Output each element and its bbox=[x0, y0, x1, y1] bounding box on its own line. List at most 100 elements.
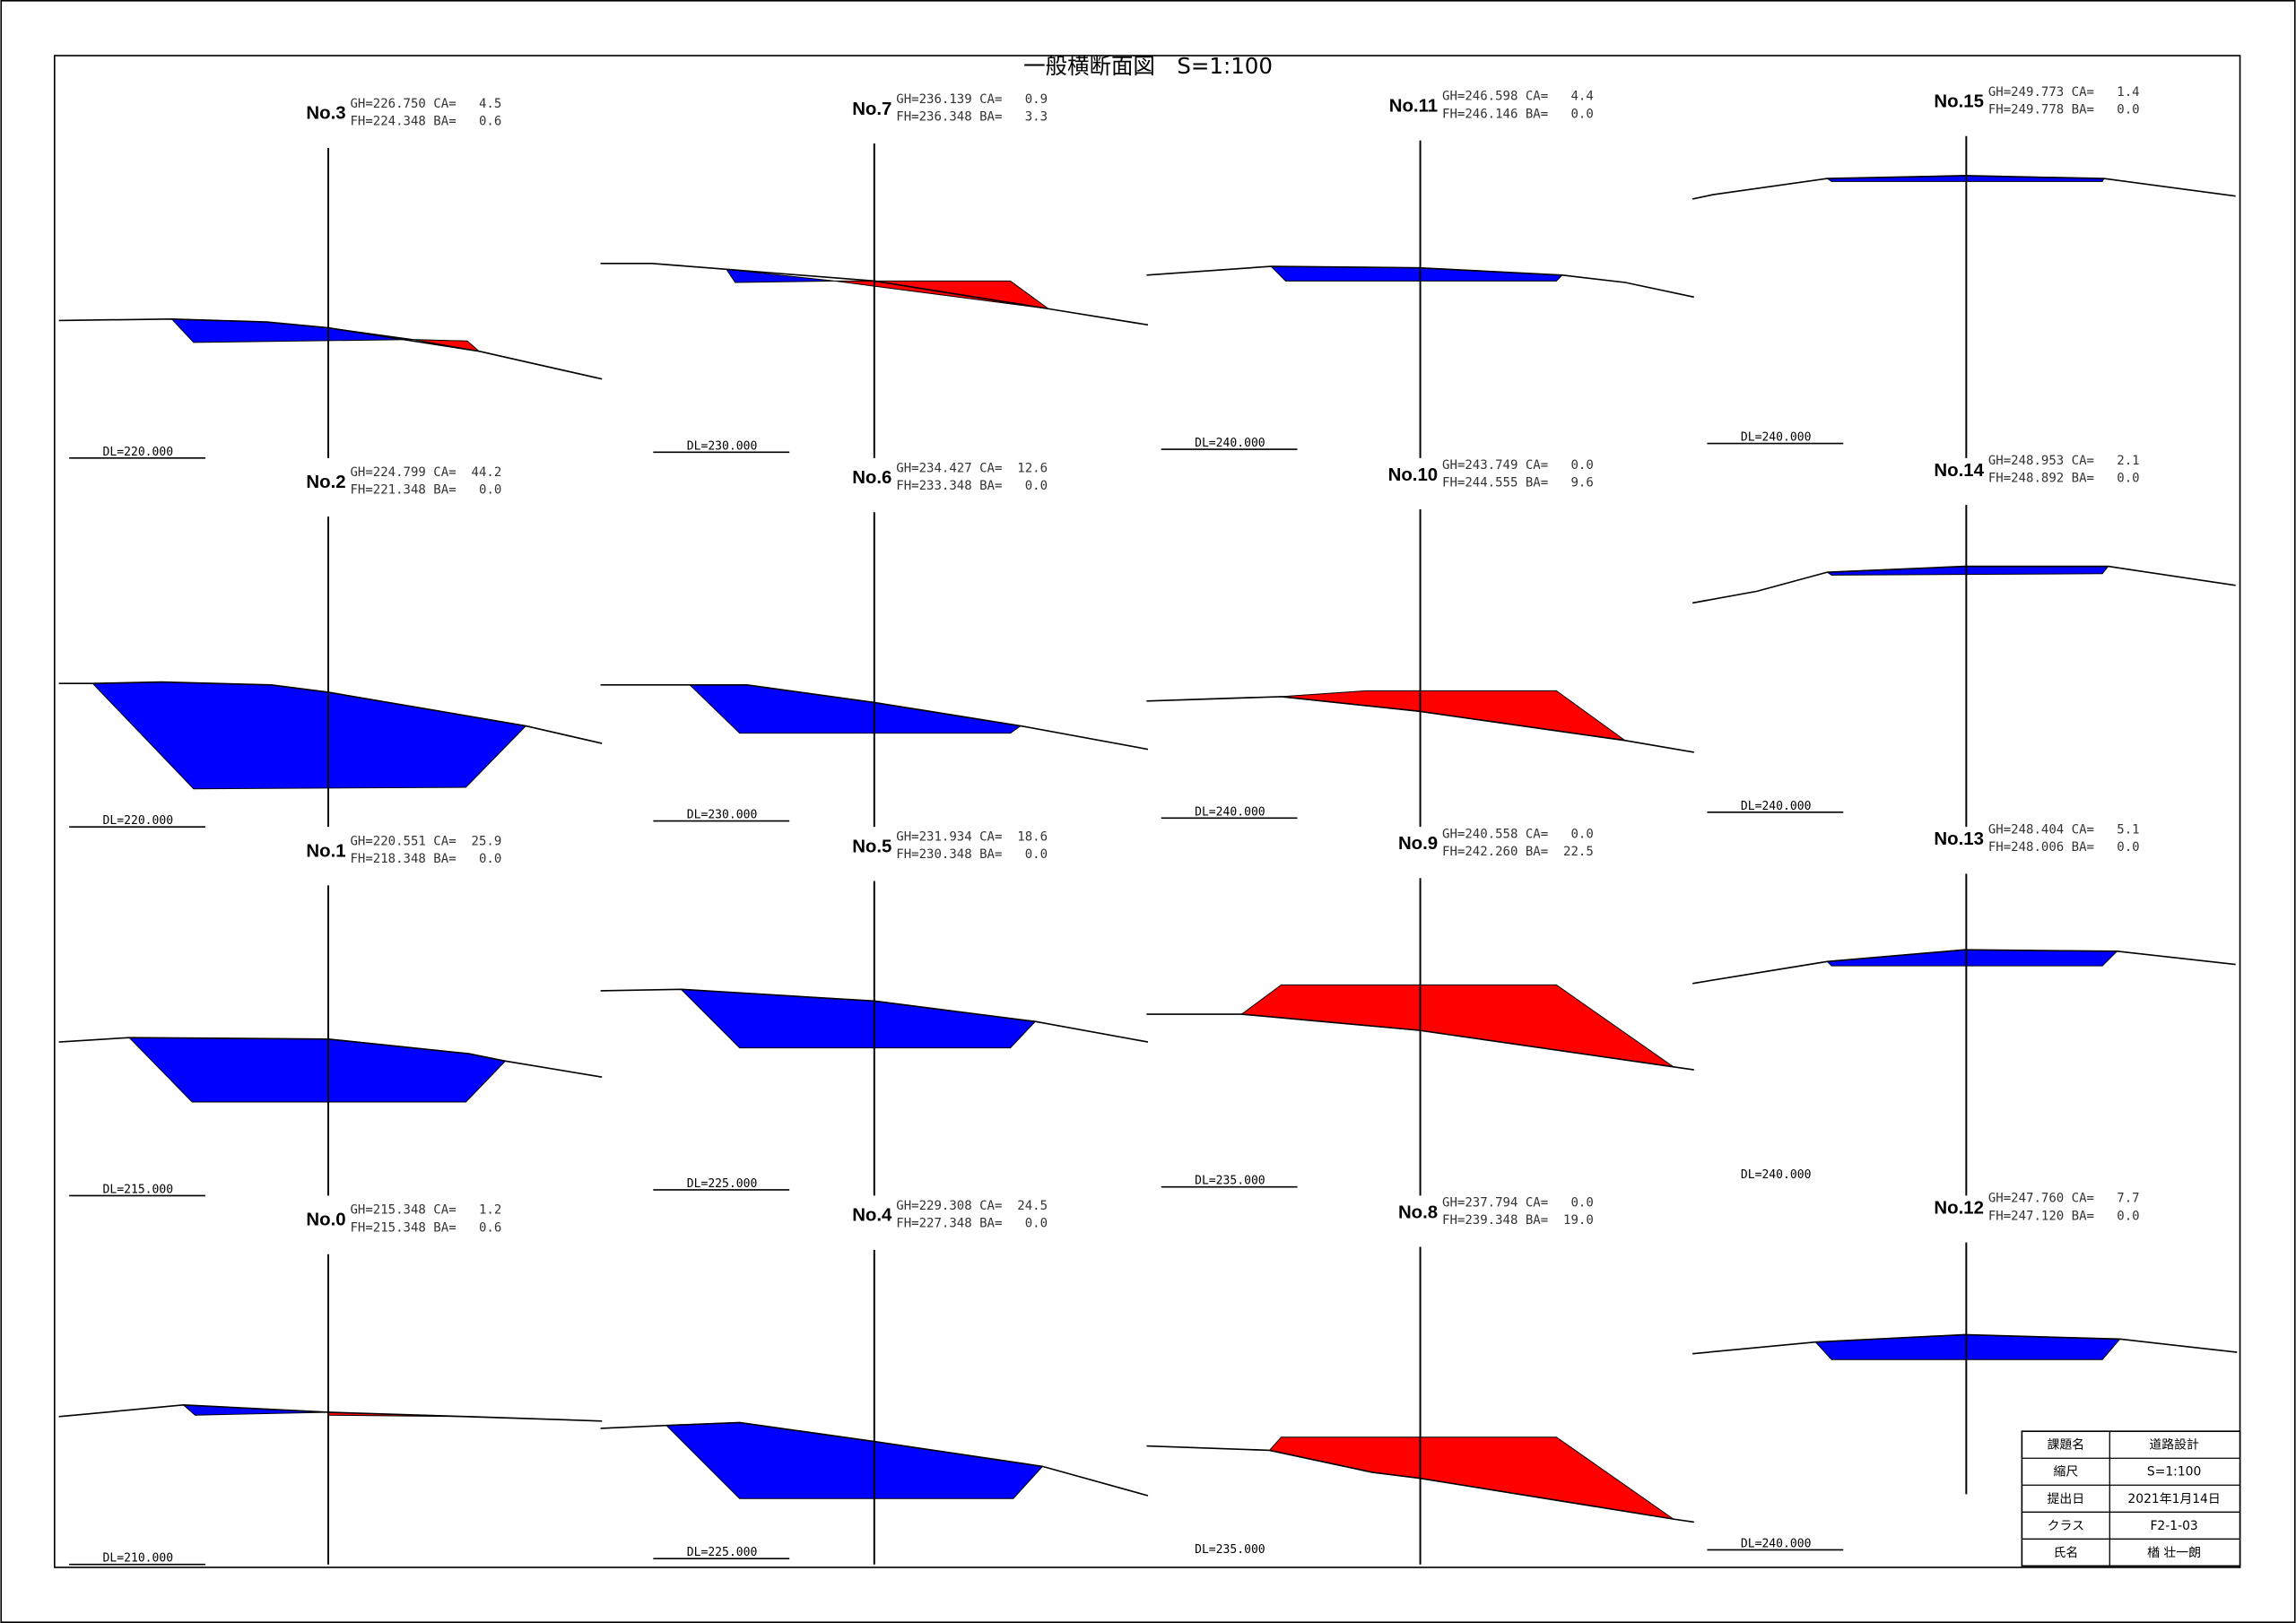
datum-label: DL=240.000 bbox=[1195, 437, 1265, 450]
fill-area bbox=[1240, 984, 1674, 1068]
formation-height: FH=246.146 BA= 0.0 bbox=[1442, 107, 1594, 121]
ground-height: GH=237.794 CA= 0.0 bbox=[1442, 1196, 1594, 1211]
datum-label: DL=235.000 bbox=[1195, 1543, 1265, 1557]
station-label: No.8 bbox=[1398, 1202, 1438, 1222]
ground-line bbox=[1146, 1013, 1694, 1071]
ground-line bbox=[1692, 175, 2236, 200]
datum-label: DL=225.000 bbox=[687, 1177, 758, 1191]
ground-height: GH=215.348 CA= 1.2 bbox=[351, 1203, 502, 1218]
ground-height: GH=224.799 CA= 44.2 bbox=[351, 465, 502, 480]
fill-area bbox=[834, 280, 1049, 309]
datum-label: DL=240.000 bbox=[1195, 805, 1265, 819]
station-label: No.14 bbox=[1934, 461, 1984, 481]
title-block-key: 氏名 bbox=[2053, 1546, 2078, 1560]
ground-height: GH=231.934 CA= 18.6 bbox=[896, 830, 1048, 845]
formation-height: FH=242.260 BA= 22.5 bbox=[1442, 845, 1594, 859]
cross-section: No.6 GH=234.427 CA= 12.6 FH=233.348 BA= 0.… bbox=[600, 461, 1149, 828]
ground-height: GH=247.760 CA= 7.7 bbox=[1988, 1192, 2140, 1206]
cross-section: No.11 GH=246.598 CA= 4.4 FH=246.146 BA= 0.… bbox=[1146, 90, 1694, 458]
title-block-key: 課題名 bbox=[2048, 1438, 2085, 1453]
datum-label: DL=240.000 bbox=[1741, 1537, 1812, 1550]
ground-line bbox=[600, 262, 1149, 326]
station-label: No.4 bbox=[852, 1206, 892, 1226]
datum-label: DL=240.000 bbox=[1741, 430, 1812, 444]
formation-height: FH=236.348 BA= 3.3 bbox=[896, 110, 1048, 125]
ground-height: GH=234.427 CA= 12.6 bbox=[896, 461, 1048, 475]
formation-height: FH=249.778 BA= 0.0 bbox=[1988, 102, 2140, 117]
ground-height: GH=246.598 CA= 4.4 bbox=[1442, 90, 1594, 104]
formation-height: FH=233.348 BA= 0.0 bbox=[896, 479, 1048, 493]
datum-label: DL=215.000 bbox=[103, 1183, 174, 1196]
cross-section: No.2 GH=224.799 CA= 44.2 FH=221.348 BA= 0.… bbox=[58, 465, 603, 828]
ground-line bbox=[58, 317, 603, 380]
formation-height: FH=248.892 BA= 0.0 bbox=[1988, 472, 2140, 486]
ground-line bbox=[58, 681, 603, 744]
cut-area bbox=[91, 681, 527, 790]
ground-height: GH=240.558 CA= 0.0 bbox=[1442, 827, 1594, 841]
datum-label: DL=210.000 bbox=[103, 1552, 174, 1566]
title-block-value: 楢 壮一朗 bbox=[2147, 1546, 2201, 1560]
drawing-frame bbox=[54, 55, 2241, 1568]
ground-line bbox=[1146, 1445, 1694, 1523]
cross-section: No.9 GH=240.558 CA= 0.0 FH=242.260 BA= 22.… bbox=[1146, 827, 1694, 1196]
ground-height: GH=226.750 CA= 4.5 bbox=[351, 97, 502, 111]
station-label: No.7 bbox=[852, 100, 891, 119]
station-label: No.15 bbox=[1934, 92, 1984, 112]
ground-line bbox=[58, 1403, 603, 1422]
cross-section: No.3 GH=226.750 CA= 4.5 FH=224.348 BA= 0.6… bbox=[58, 97, 603, 459]
cross-section: No.5 GH=231.934 CA= 18.6 FH=230.348 BA= 0.… bbox=[600, 830, 1149, 1196]
ground-line bbox=[1692, 565, 2236, 604]
ground-height: GH=243.749 CA= 0.0 bbox=[1442, 458, 1594, 473]
cross-section: No.7 GH=236.139 CA= 0.9 FH=236.348 BA= 3.3… bbox=[600, 92, 1149, 458]
cut-area bbox=[688, 684, 1022, 734]
station-label: No.12 bbox=[1934, 1199, 1984, 1219]
station-label: No.0 bbox=[306, 1211, 345, 1230]
formation-height: FH=239.348 BA= 19.0 bbox=[1442, 1213, 1594, 1228]
formation-height: FH=224.348 BA= 0.6 bbox=[351, 114, 502, 128]
station-label: No.1 bbox=[306, 841, 345, 861]
ground-height: GH=248.404 CA= 5.1 bbox=[1988, 822, 2140, 837]
ground-height: GH=248.953 CA= 2.1 bbox=[1988, 454, 2140, 468]
cut-area bbox=[725, 268, 835, 283]
formation-height: FH=218.348 BA= 0.0 bbox=[351, 852, 502, 866]
cross-section: No.10 GH=243.749 CA= 0.0 FH=244.555 BA= 9.… bbox=[1146, 458, 1694, 828]
ground-line bbox=[58, 1037, 603, 1079]
ground-line bbox=[1692, 1333, 2238, 1355]
sections: No.3 GH=226.750 CA= 4.5 FH=224.348 BA= 0.6… bbox=[58, 85, 2238, 1566]
ground-line bbox=[600, 1421, 1149, 1497]
formation-height: FH=221.348 BA= 0.0 bbox=[351, 483, 502, 498]
cross-section: No.0 GH=215.348 CA= 1.2 FH=215.348 BA= 0.6… bbox=[58, 1203, 603, 1566]
drawing-title: 一般横断面図 S=1:100 bbox=[1023, 53, 1273, 79]
formation-height: FH=247.120 BA= 0.0 bbox=[1988, 1209, 2140, 1223]
title-block-value: F2-1-03 bbox=[2150, 1519, 2197, 1533]
datum-label: DL=230.000 bbox=[687, 809, 758, 822]
title-block-key: クラス bbox=[2048, 1519, 2084, 1533]
ground-height: GH=220.551 CA= 25.9 bbox=[351, 834, 502, 848]
title-block-frame bbox=[2021, 1430, 2241, 1567]
ground-height: GH=236.139 CA= 0.9 bbox=[896, 92, 1048, 107]
title-block-value: S=1:100 bbox=[2147, 1465, 2201, 1480]
datum-label: DL=235.000 bbox=[1195, 1175, 1265, 1188]
datum-label: DL=240.000 bbox=[1741, 1168, 1812, 1182]
title-block-value: 道路設計 bbox=[2149, 1438, 2199, 1453]
cut-area bbox=[127, 1037, 507, 1103]
cross-section: No.4 GH=229.308 CA= 24.5 FH=227.348 BA= 0.… bbox=[600, 1199, 1149, 1565]
ground-height: GH=229.308 CA= 24.5 bbox=[896, 1199, 1048, 1213]
ground-line bbox=[1692, 949, 2236, 985]
formation-height: FH=215.348 BA= 0.6 bbox=[351, 1220, 502, 1235]
fill-area bbox=[1268, 1436, 1674, 1520]
cross-section: No.15 GH=249.773 CA= 1.4 FH=249.778 BA= 0.… bbox=[1692, 85, 2236, 458]
ground-height: GH=249.773 CA= 1.4 bbox=[1988, 85, 2140, 100]
ground-line bbox=[600, 684, 1149, 751]
datum-label: DL=220.000 bbox=[103, 446, 174, 459]
title-block-value: 2021年1月14日 bbox=[2127, 1492, 2220, 1506]
title-block-key: 提出日 bbox=[2048, 1492, 2085, 1506]
ground-line bbox=[1146, 696, 1694, 753]
cut-area bbox=[665, 1421, 1044, 1499]
datum-label: DL=230.000 bbox=[687, 439, 758, 453]
datum-label: DL=240.000 bbox=[1741, 800, 1812, 813]
